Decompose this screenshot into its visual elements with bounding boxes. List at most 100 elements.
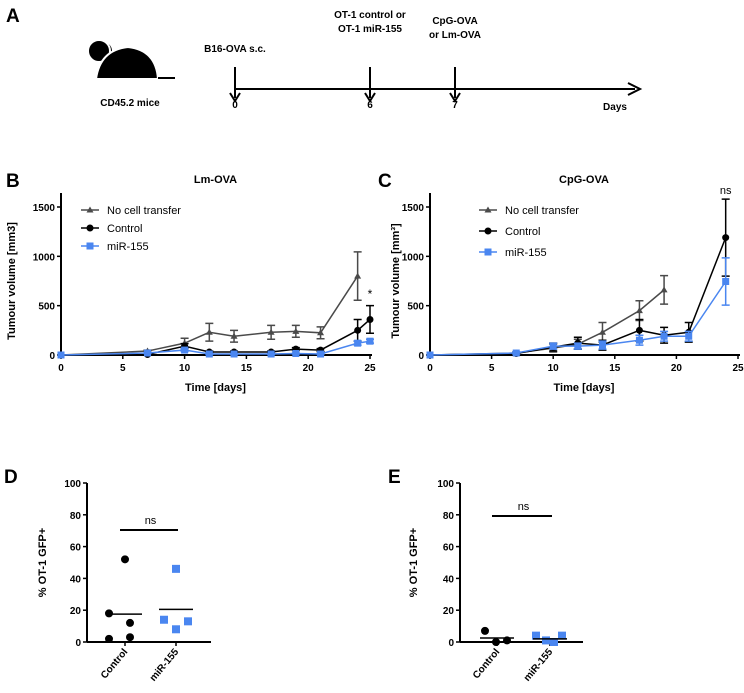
timeline-axis-label: Days [603,102,627,113]
data-point-square [184,617,192,626]
data-point-square [317,350,325,358]
series-line [60,318,371,356]
y-tick-label: 1500 [33,203,56,214]
x-tick-label: 0 [58,363,64,374]
y-tick-label: 40 [70,574,82,585]
y-tick-label: 0 [418,351,424,362]
legend-label: No cell transfer [107,205,181,217]
legend-label: No cell transfer [505,205,579,217]
x-tick-label: miR-155 [522,647,556,684]
data-point-square [598,341,606,349]
data-point-circle [105,634,113,643]
panel-label-d: D [4,467,18,488]
chart-c-cpg-ova: 0 5 10 15 20 25 0 500 1000 1500 CpG-OVA Time [days]… [390,174,744,394]
chart-d-gfp: 0 20 40 60 80 100 % OT-1 GFP+ Control miR-155 ns [37,479,211,684]
data-point-square [366,337,374,345]
x-tick-label: 5 [489,363,495,374]
data-point-circle [86,224,94,232]
data-point-circle [722,234,730,242]
y-tick-label: 60 [70,543,82,554]
legend-item: No cell transfer [81,205,181,217]
y-tick-label: 20 [70,606,82,617]
event-arrow-icon [229,92,241,103]
legend-item: Control [81,223,142,235]
x-tick-label: 20 [303,363,315,374]
data-point-triangle [317,329,325,336]
data-point-square [558,631,566,640]
y-tick-label: 0 [448,638,454,649]
mouse-label: CD45.2 mice [100,98,160,109]
group-mir-155: miR-155 [522,631,567,684]
data-point-circle [126,618,134,627]
y-tick-label: 100 [437,479,454,490]
series-mir-155 [57,337,374,359]
y-tick-label: 1500 [402,203,425,214]
timeline-tick-label: 6 [367,100,373,111]
x-tick-label: 25 [732,363,744,374]
legend-item: miR-155 [81,241,149,253]
data-point-circle [492,638,500,646]
x-tick-label: 10 [179,363,191,374]
timeline-arrowhead [627,82,643,96]
legend-item: miR-155 [479,247,547,259]
data-point-square [354,339,362,347]
y-tick-label: 80 [70,511,82,522]
panel-a: A CD45.2 mice B16-OVA s.c. 0 OT-1 control … [6,6,643,113]
data-point-circle [126,633,134,642]
x-axis-label: Time [days] [185,382,246,394]
panel-label-a: A [6,6,20,27]
x-tick-label: Control [471,647,502,681]
data-point-triangle [230,332,238,339]
significance-annotation: ns [518,501,530,513]
chart-title: Lm-OVA [194,174,237,186]
x-tick-label: 15 [241,363,253,374]
x-tick-label: Control [99,647,130,681]
data-point-square [532,631,540,640]
legend-label: Control [107,223,142,235]
chart-b-lm-ova: 0 5 10 15 20 25 0 500 1000 1500 Lm-OVA Time [days] T… [6,174,376,394]
y-tick-label: 100 [64,479,81,490]
group-control: Control [471,626,514,681]
data-point-square [574,342,582,350]
data-point-circle [484,227,492,235]
x-tick-label: 10 [548,363,560,374]
data-point-triangle [635,307,643,314]
series-no-cell-transfer [57,251,362,358]
data-point-circle [354,326,362,334]
event-arrow-icon [364,92,376,103]
data-point-square [635,336,643,344]
group-control: Control [99,555,142,681]
data-point-triangle [354,272,362,279]
significance-annotation: * [368,287,373,301]
event-label: B16-OVA s.c. [204,44,266,55]
y-tick-label: 0 [75,638,81,649]
data-point-square [292,350,300,358]
x-tick-label: miR-155 [148,647,182,684]
timeline: B16-OVA s.c. 0 OT-1 control or OT-1 miR-155… [204,10,643,113]
event-label: OT-1 miR-155 [338,24,402,35]
panel-label-e: E [388,467,401,488]
y-tick-label: 0 [49,351,55,362]
data-point-square [160,615,168,624]
panel-label-b: B [6,171,20,192]
x-tick-label: 5 [120,363,126,374]
y-axis-label: Tumour volume [mm3] [6,222,18,340]
chart-title: CpG-OVA [559,174,609,186]
significance-annotation: ns [720,185,732,197]
data-point-square [181,346,189,354]
y-tick-label: 500 [407,302,424,313]
data-point-circle [481,626,489,635]
y-tick-label: 60 [443,543,455,554]
chart-e-gfp: 0 20 40 60 80 100 % OT-1 GFP+ Control miR-155 ns [408,479,583,684]
data-point-square [549,342,557,350]
data-point-square [57,351,65,359]
data-point-square [172,564,180,573]
data-point-circle [366,315,374,323]
y-axis-label: Tumour volume [mm³] [390,223,402,339]
series-mir-155 [426,257,730,359]
series-line [429,289,665,356]
data-point-square [542,636,550,645]
data-point-triangle [205,328,213,335]
data-point-square [172,625,180,634]
